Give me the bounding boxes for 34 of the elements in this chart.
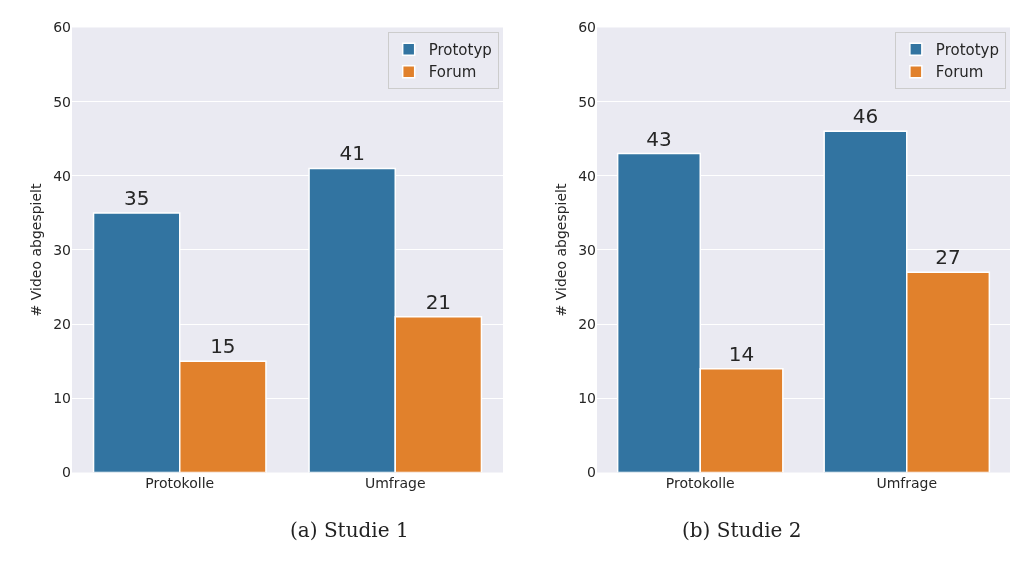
x-tick-label: Umfrage — [876, 474, 938, 491]
data-label: 41 — [339, 141, 365, 166]
y-tick-label: 10 — [53, 390, 71, 407]
y-tick-label: 20 — [53, 316, 71, 333]
y-tick-label: 60 — [578, 19, 596, 36]
x-tick-label: Umfrage — [364, 474, 426, 491]
data-label: 46 — [852, 104, 879, 129]
legend-label: Prototyp — [428, 40, 492, 59]
y-tick-label: 0 — [587, 464, 596, 481]
y-axis-title: # Video abgespielt — [27, 183, 44, 317]
y-tick-label: 30 — [578, 241, 596, 258]
text: (b) Studie 2 — [682, 518, 802, 542]
legend-label: Forum — [428, 63, 477, 82]
x-tick-label: Protokolle — [665, 474, 735, 491]
y-tick-label: 50 — [53, 93, 71, 110]
data-label: 14 — [728, 341, 755, 366]
data-label: 21 — [425, 289, 452, 314]
y-tick-label: 0 — [62, 464, 71, 481]
y-tick-label: 30 — [53, 241, 71, 258]
y-tick-label: 40 — [578, 167, 596, 184]
y-tick-label: 10 — [578, 390, 596, 407]
x-tick-label: Protokolle — [145, 474, 215, 491]
legend-label: Forum — [935, 63, 984, 82]
data-label: 43 — [646, 126, 672, 151]
text: (a) Studie 1 — [290, 518, 409, 542]
y-tick-label: 20 — [578, 316, 596, 333]
data-label: 35 — [123, 185, 150, 210]
y-axis-title: # Video abgespielt — [552, 183, 569, 317]
y-tick-label: 60 — [53, 19, 71, 36]
legend-label: Prototyp — [935, 40, 1000, 59]
y-tick-label: 40 — [53, 167, 71, 184]
y-tick-label: 50 — [578, 93, 596, 110]
data-label: 15 — [210, 334, 236, 359]
data-label: 27 — [935, 245, 961, 270]
